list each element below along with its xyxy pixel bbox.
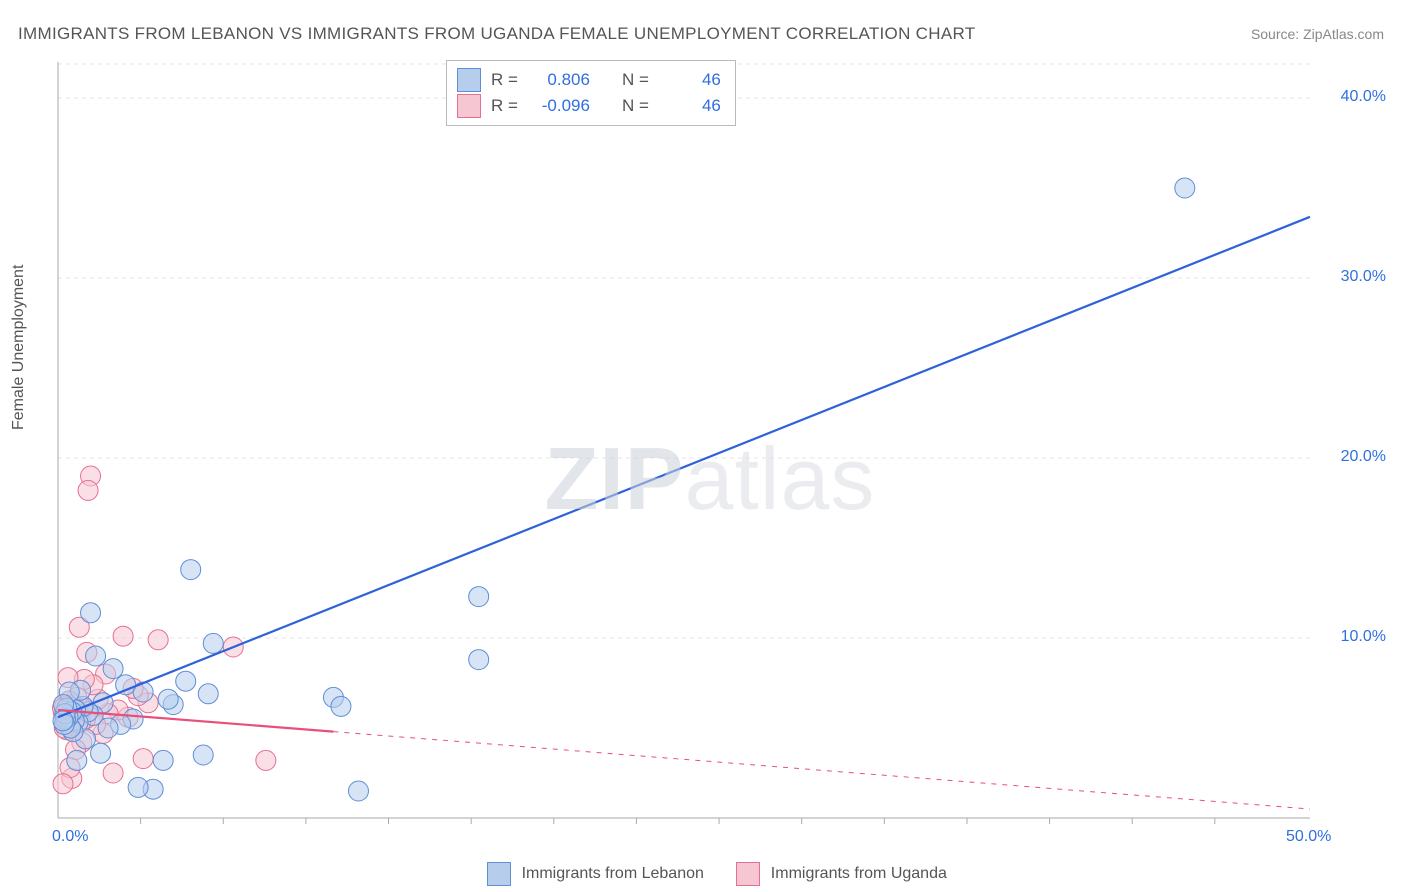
legend-label-b: Immigrants from Uganda [771, 865, 947, 882]
swatch-series-a-icon [457, 68, 481, 92]
legend: Immigrants from Lebanon Immigrants from … [0, 862, 1406, 886]
plot-area: ZIPatlas [50, 58, 1370, 848]
legend-swatch-b-icon [736, 862, 760, 886]
legend-label-a: Immigrants from Lebanon [522, 865, 704, 882]
r-label-b: R = [491, 93, 518, 119]
n-label-b: N = [622, 93, 649, 119]
r-label-a: R = [491, 67, 518, 93]
y-tick-label: 10.0% [1341, 628, 1386, 646]
source-attribution: Source: ZipAtlas.com [1251, 26, 1384, 42]
stats-row-series-a: R = 0.806 N = 46 [457, 67, 721, 93]
correlation-stats-box: R = 0.806 N = 46 R = -0.096 N = 46 [446, 60, 736, 126]
x-tick-label: 0.0% [52, 828, 88, 846]
stats-row-series-b: R = -0.096 N = 46 [457, 93, 721, 119]
y-tick-label: 20.0% [1341, 448, 1386, 466]
x-tick-label: 50.0% [1286, 828, 1331, 846]
legend-swatch-a-icon [487, 862, 511, 886]
chart-title: IMMIGRANTS FROM LEBANON VS IMMIGRANTS FR… [18, 24, 975, 44]
n-value-b: 46 [659, 93, 721, 119]
y-tick-label: 30.0% [1341, 268, 1386, 286]
r-value-b: -0.096 [528, 93, 590, 119]
n-label-a: N = [622, 67, 649, 93]
r-value-a: 0.806 [528, 67, 590, 93]
swatch-series-b-icon [457, 94, 481, 118]
y-tick-label: 40.0% [1341, 88, 1386, 106]
chart-svg [50, 58, 1370, 848]
y-axis-label: Female Unemployment [10, 265, 28, 430]
n-value-a: 46 [659, 67, 721, 93]
